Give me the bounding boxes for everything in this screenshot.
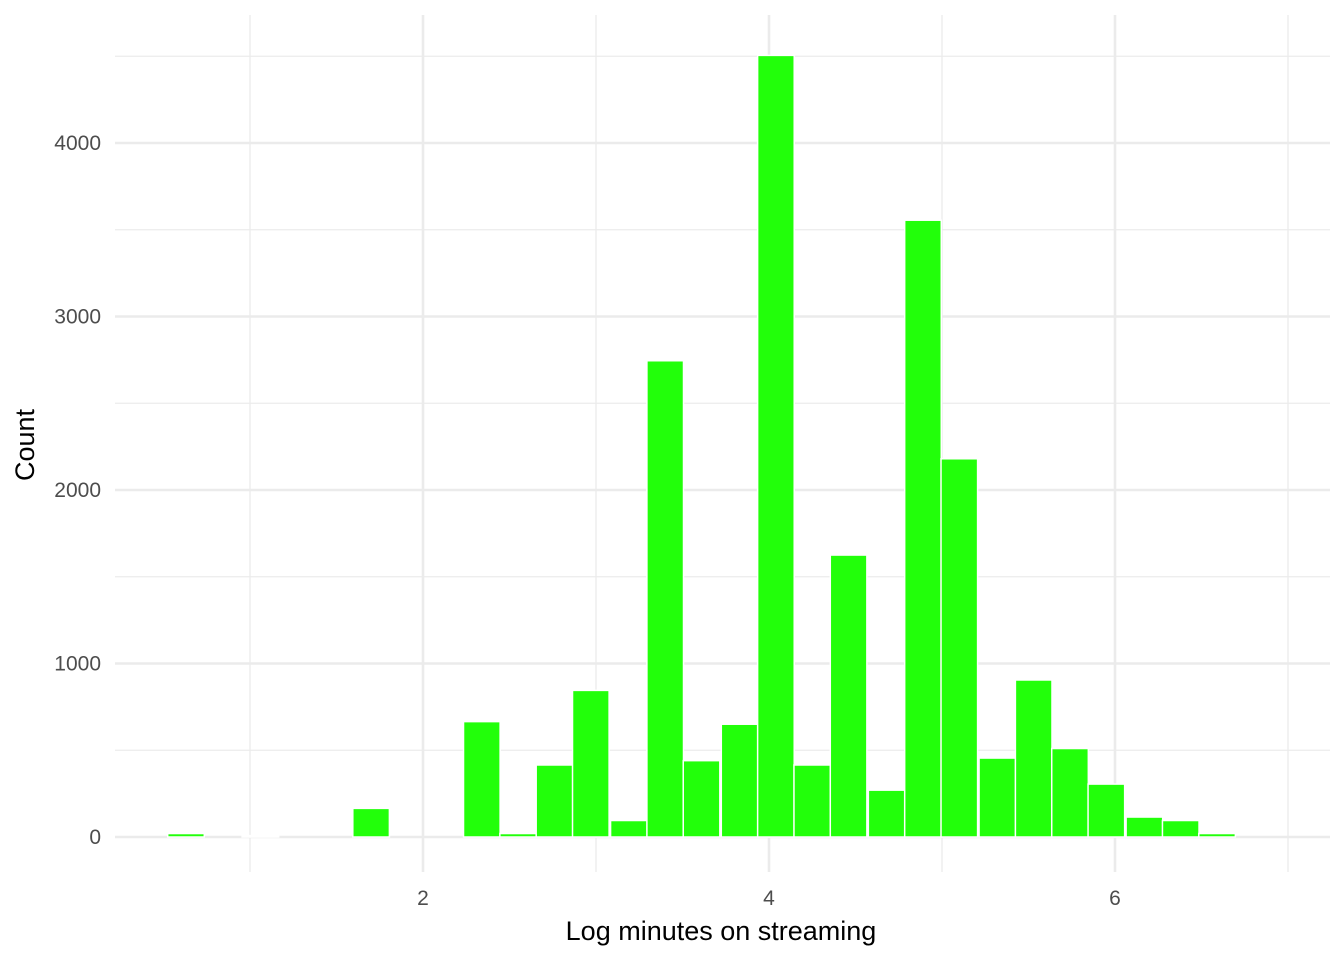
x-tick-label: 2 [417,887,429,910]
histogram-bar [1125,816,1164,838]
y-axis-title: Count [10,408,40,481]
histogram-bar [499,832,538,838]
histogram-bar [535,764,574,838]
histogram-bar [646,359,685,838]
histogram-bar [756,54,795,838]
y-tick-label: 0 [89,826,101,849]
histogram-bar [793,764,832,838]
histogram-bar [1198,832,1237,838]
y-tick-label: 2000 [54,479,101,502]
histogram-bar [1161,819,1200,838]
histogram-bar [867,789,906,838]
histogram-bar [1050,747,1090,838]
x-axis-title: Log minutes on streaming [566,916,877,946]
x-axis-tick-labels: 2 4 6 [417,887,1121,910]
x-tick-label: 6 [1109,887,1121,910]
histogram-bar [166,832,206,838]
y-tick-label: 3000 [54,306,101,329]
histogram-bar [241,834,280,838]
y-tick-label: 1000 [54,653,101,676]
histogram-bar [609,819,648,838]
histogram-bar [940,458,979,838]
y-tick-label: 4000 [54,132,101,155]
histogram-bar [978,757,1017,838]
histogram-bar [1014,679,1053,838]
histogram-bar [903,219,943,838]
histogram-bar [462,720,501,838]
histogram-bars [166,54,1237,838]
histogram-bar [1087,783,1126,838]
histogram-bar [720,723,759,838]
x-tick-label: 4 [763,887,775,910]
histogram-bar [682,759,721,838]
histogram-bar [352,807,391,838]
y-axis-tick-labels: 0 1000 2000 3000 4000 [54,132,101,849]
histogram-bar [829,554,868,838]
histogram-bar [571,689,610,838]
